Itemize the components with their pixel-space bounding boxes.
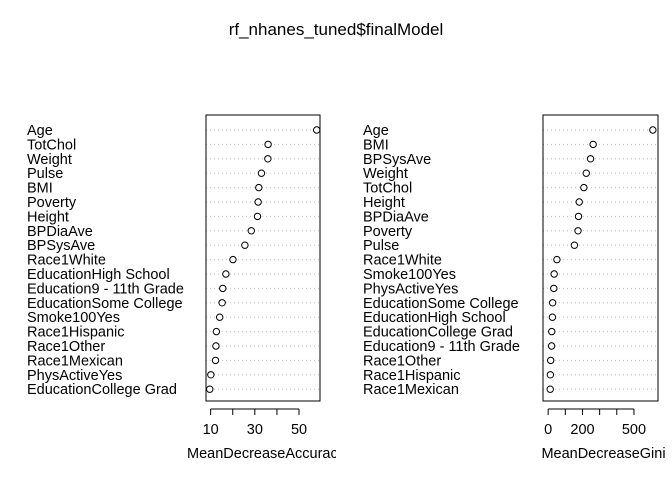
row-label: EducationSome College [363, 296, 519, 312]
x-tick-label: 0 [544, 422, 552, 438]
chart-panels: AgeTotCholWeightPulseBMIPovertyHeightBPD… [27, 114, 665, 462]
data-point [229, 255, 237, 264]
data-point [548, 327, 556, 336]
data-point [574, 212, 583, 221]
row-label: PhysActiveYes [363, 281, 458, 297]
x-axis-label: MeanDecreaseAccuracy [187, 446, 346, 462]
row-label: Weight [27, 152, 72, 168]
data-point [547, 356, 555, 365]
row-label: Race1Other [363, 353, 441, 369]
row-label: EducationHigh School [363, 310, 506, 326]
row-label: Height [27, 209, 69, 225]
row-label: Race1Other [27, 339, 105, 355]
row-label: Smoke100Yes [27, 310, 120, 326]
row-label: Race1White [27, 253, 106, 269]
data-point [215, 313, 224, 321]
row-label: Education9 - 11th Grade [27, 281, 184, 297]
data-point [312, 126, 321, 134]
data-point [547, 342, 556, 350]
row-label: Height [363, 195, 405, 211]
row-label: BPSysAve [27, 238, 95, 254]
data-point [546, 385, 554, 393]
data-point [222, 270, 230, 278]
data-point [207, 371, 215, 379]
row-label: EducationCollege Grad [27, 382, 177, 398]
row-label: PhysActiveYes [27, 368, 122, 384]
x-tick-label: 30 [247, 422, 263, 438]
chart-title: rf_nhanes_tuned$finalModel [229, 20, 444, 39]
data-point [582, 169, 590, 177]
row-label: Weight [363, 166, 408, 182]
row-label: BPSysAve [363, 152, 431, 168]
data-point [211, 356, 220, 365]
row-label: BPDiaAve [363, 209, 429, 225]
data-point [219, 284, 227, 293]
x-tick-label: 50 [291, 422, 307, 438]
data-point [649, 126, 657, 134]
row-label: Race1White [363, 253, 442, 269]
data-point [580, 183, 588, 192]
row-label: TotChol [363, 181, 412, 197]
row-label: Race1Mexican [27, 353, 123, 369]
row-label: Education9 - 11th Grade [363, 339, 520, 355]
row-label: Race1Hispanic [27, 325, 125, 341]
data-point [550, 284, 558, 293]
row-label: BPDiaAve [27, 224, 93, 240]
row-label: Race1Hispanic [363, 368, 461, 384]
row-label: Age [27, 123, 53, 139]
row-label: EducationSome College [27, 296, 183, 312]
data-point [253, 212, 262, 221]
data-point [570, 241, 579, 249]
data-point [553, 255, 561, 264]
data-point [218, 299, 226, 307]
x-tick-label: 10 [203, 422, 219, 438]
data-point [546, 371, 555, 379]
data-point [574, 227, 582, 235]
panel-1: AgeTotCholWeightPulseBMIPovertyHeightBPD… [27, 114, 346, 462]
row-label: EducationCollege Grad [363, 325, 513, 341]
x-tick-label: 500 [622, 422, 646, 438]
data-point [586, 155, 595, 163]
x-axis-label: MeanDecreaseGini [541, 446, 665, 462]
x-tick-label: 200 [570, 422, 594, 438]
row-label: Race1Mexican [363, 382, 459, 398]
data-point [247, 227, 255, 235]
row-label: TotChol [27, 137, 76, 153]
data-point [548, 313, 557, 321]
row-label: Pulse [27, 166, 63, 182]
data-point [241, 241, 249, 249]
panel-2: AgeBMIBPSysAveWeightTotCholHeightBPDiaAv… [363, 114, 665, 462]
data-point [212, 327, 221, 336]
plot-frame [542, 114, 659, 402]
data-point [589, 140, 597, 149]
row-label: BMI [363, 137, 389, 153]
data-point [548, 299, 557, 307]
row-label: EducationHigh School [27, 267, 170, 283]
data-point [206, 385, 214, 393]
row-label: BMI [27, 181, 53, 197]
row-label: Smoke100Yes [363, 267, 456, 283]
row-label: Pulse [363, 238, 399, 254]
row-label: Poverty [27, 195, 77, 211]
data-point [550, 270, 558, 278]
data-point [575, 198, 583, 206]
plot-frame [205, 114, 321, 402]
data-point [264, 155, 272, 163]
data-point [212, 342, 220, 350]
data-point [254, 198, 262, 206]
row-label: Age [363, 123, 389, 139]
data-point [264, 140, 272, 149]
data-point [257, 169, 266, 177]
data-point [255, 183, 263, 192]
row-label: Poverty [363, 224, 413, 240]
